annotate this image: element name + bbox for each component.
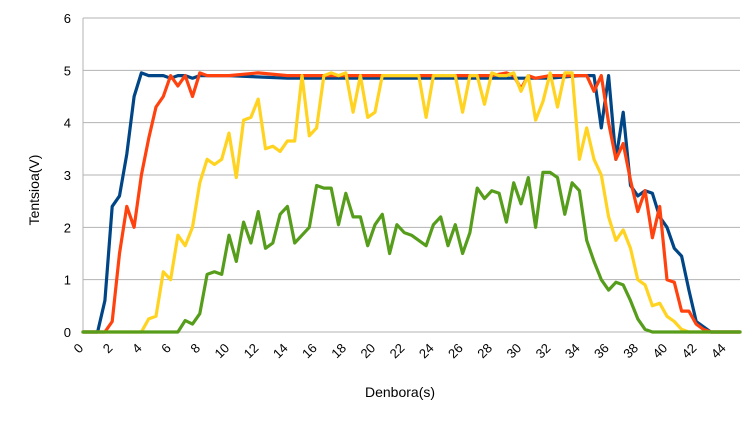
- y-axis-title: Tentsioa(V): [26, 155, 42, 226]
- x-tick-label: 6: [158, 340, 174, 356]
- x-tick-label: 2: [100, 340, 116, 356]
- x-tick-label: 8: [187, 340, 203, 356]
- y-tick-label: 0: [64, 325, 71, 340]
- grid-layer: [82, 17, 740, 333]
- y-tick-label: 6: [64, 11, 71, 26]
- x-tick-label: 28: [474, 340, 495, 361]
- y-tick-label: 5: [64, 63, 71, 78]
- series-line-3: [81, 71, 742, 334]
- x-tick-label: 32: [533, 340, 554, 361]
- x-tick-label: 0: [71, 340, 87, 356]
- x-tick-label: 18: [328, 340, 349, 361]
- y-tick-label: 4: [64, 116, 71, 131]
- x-tick-label: 20: [357, 340, 378, 361]
- x-tick-label: 16: [299, 340, 320, 361]
- x-tick-label: 22: [387, 340, 408, 361]
- series-line-2: [81, 71, 742, 334]
- x-tick-label: 12: [241, 340, 262, 361]
- x-tick-label: 40: [649, 340, 670, 361]
- y-tick-label: 3: [64, 168, 71, 183]
- y-tick-label: 1: [64, 273, 71, 288]
- y-tick-label: 2: [64, 220, 71, 235]
- x-tick-label: 30: [503, 340, 524, 361]
- x-tick-label: 14: [270, 340, 291, 361]
- x-tick-label: 44: [708, 340, 729, 361]
- x-tick-label: 24: [416, 340, 437, 361]
- x-tick-label: 4: [129, 340, 145, 356]
- series-line-4: [81, 170, 742, 334]
- x-axis-title: Denbora(s): [365, 384, 435, 400]
- x-tick-label: 34: [562, 340, 583, 361]
- series-layer: [81, 71, 742, 334]
- x-tick-label: 36: [591, 340, 612, 361]
- x-tick-label: 38: [620, 340, 641, 361]
- x-tick-label: 10: [211, 340, 232, 361]
- x-tick-label: 42: [679, 340, 700, 361]
- x-tick-label: 26: [445, 340, 466, 361]
